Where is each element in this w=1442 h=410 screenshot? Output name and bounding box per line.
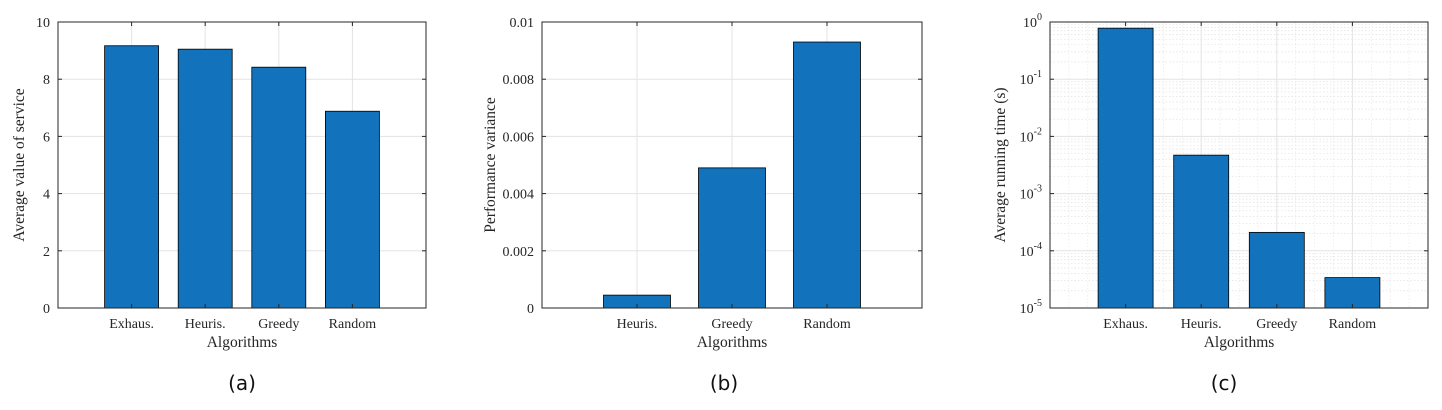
x-tick-label: Heuris. <box>617 317 658 332</box>
panel-c: 10-5 10-4 10-3 10-2 10-1 100 Exhaus. Heuris. Gre… <box>992 12 1429 395</box>
panel-caption: (c) <box>1211 371 1238 395</box>
y-tick-label: 10-2 <box>1020 126 1042 145</box>
bar-greedy <box>1248 231 1305 309</box>
bar-exhaus <box>104 45 159 309</box>
y-axis-label: Performance variance <box>482 97 499 233</box>
y-tick-label: 0.006 <box>503 130 535 145</box>
y-tick-label: 2 <box>43 245 50 260</box>
y-tick-label: 10-1 <box>1020 69 1042 88</box>
x-tick-label: Random <box>1329 317 1377 332</box>
x-tick-label: Exhaus. <box>109 317 154 332</box>
bar-heuris <box>1173 154 1230 309</box>
x-tick-label: Greedy <box>1256 317 1297 332</box>
x-tick-label: Heuris. <box>185 317 226 332</box>
y-tick-label: 0.01 <box>510 16 535 31</box>
x-tick-label: Greedy <box>258 317 299 332</box>
axes-box <box>57 21 427 309</box>
x-tick-label: Greedy <box>711 317 752 332</box>
x-tick-label: Heuris. <box>1181 317 1222 332</box>
y-tick-label: 0 <box>527 302 534 317</box>
panel-caption: (b) <box>710 371 738 395</box>
y-axis-label: Average running time (s) <box>992 87 1009 242</box>
bar-greedy <box>251 66 307 309</box>
bar-random <box>1324 277 1381 309</box>
y-tick-label: 0 <box>43 302 50 317</box>
y-tick-label: 10 <box>36 16 50 31</box>
y-tick-label: 0.004 <box>503 188 535 203</box>
panel-caption: (a) <box>228 371 256 395</box>
y-tick-label: 8 <box>43 73 50 88</box>
y-tick-label: 10-5 <box>1020 298 1042 317</box>
panel-a: 0 2 4 6 8 10 Exhaus. Heuris. Greedy Random Algorit… <box>11 16 427 395</box>
x-axis-label: Algorithms <box>207 334 278 351</box>
y-tick-label: 10-3 <box>1020 184 1042 203</box>
y-tick-label: 0.002 <box>503 245 535 260</box>
bar-greedy <box>698 167 766 309</box>
y-axis-label: Average value of service <box>11 88 28 241</box>
bar-random <box>324 110 380 309</box>
x-tick-label: Random <box>803 317 851 332</box>
bar-exhaus <box>1097 27 1154 309</box>
y-tick-label: 10-4 <box>1020 241 1042 260</box>
y-tick-label: 100 <box>1023 12 1042 31</box>
panel-b: 0 0.002 0.004 0.006 0.008 0.01 Heuris. Greedy Ra… <box>482 16 923 395</box>
x-axis-label: Algorithms <box>697 334 768 351</box>
x-tick-label: Random <box>329 317 377 332</box>
y-tick-label: 4 <box>43 188 50 203</box>
y-tick-label: 0.008 <box>503 73 535 88</box>
axes-box <box>1049 21 1429 309</box>
bar-random <box>793 41 861 309</box>
bar-heuris <box>177 48 233 309</box>
y-tick-label: 6 <box>43 130 50 145</box>
x-axis-label: Algorithms <box>1204 334 1275 351</box>
x-tick-label: Exhaus. <box>1103 317 1148 332</box>
